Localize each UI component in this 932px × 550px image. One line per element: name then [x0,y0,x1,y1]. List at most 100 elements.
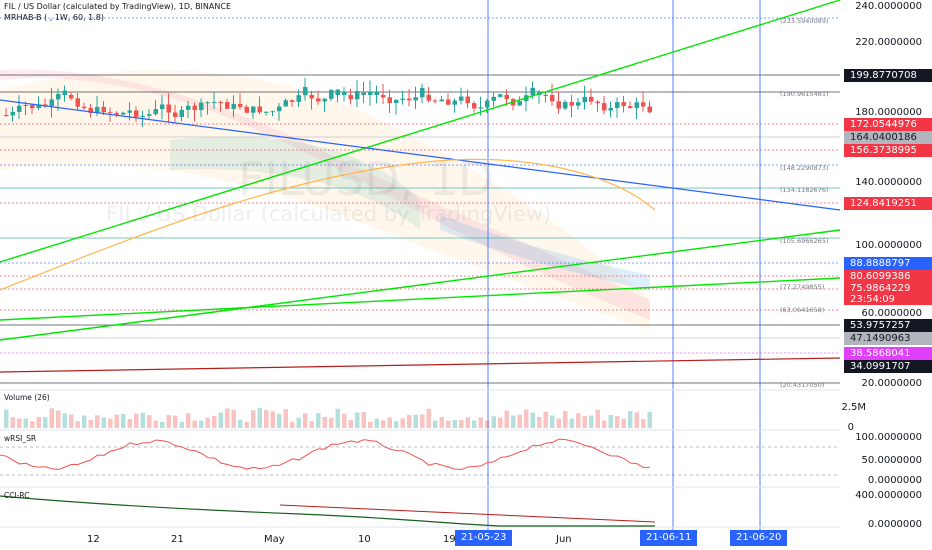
candle-body [244,106,249,113]
volume-bar [251,410,256,428]
trend-band [440,215,650,290]
price-tag: 38.5868041 [844,347,932,360]
level-label: (105.6966265) [780,237,829,245]
volume-bar [556,418,561,428]
volume-bar [88,419,93,428]
volume-bar [420,414,425,428]
volume-bar [277,414,282,428]
candle-body [465,96,470,104]
time-badge-start[interactable]: 21-05-23 [455,530,513,546]
price-tag: 199.8770708 [844,69,932,82]
volume-bar [569,418,574,428]
time-badge[interactable]: 21-06-20 [730,530,788,546]
volume-bar [303,413,308,428]
volume-bar [368,421,373,428]
price-tag: 88.8888797 [844,257,932,270]
candle-body [335,89,340,95]
volume-bar [160,421,165,428]
trend-line [0,0,841,263]
volume-bar [452,419,457,428]
candle-body [296,95,301,102]
candle-body [459,96,464,101]
volume-bar [192,420,197,428]
volume-bar [199,420,204,428]
candle-body [322,98,327,102]
volume-bar [218,412,223,428]
volume-bar [628,411,633,428]
candle-body [634,102,639,108]
volume-pane-label[interactable]: Volume (26) [4,393,50,402]
wrsi-tick: 0.0000000 [867,475,922,486]
volume-bar [62,413,67,428]
candle-body [498,94,503,97]
candle-body [439,99,444,102]
price-tick: 240.0000000 [855,1,922,12]
wrsi-pane-label[interactable]: wRSI_SR [4,434,37,443]
candle-body [173,112,178,117]
volume-bar [589,415,594,428]
level-label: (190.9615481) [780,90,829,98]
volume-bar [56,410,61,428]
volume-bar [491,416,496,428]
candle-body [381,95,386,98]
candle-body [348,95,353,100]
countdown-tag: 23:54:09 [844,294,932,305]
candle-body [199,102,204,111]
volume-bar [335,408,340,428]
candle-body [452,100,457,105]
candle-body [49,99,54,107]
indicator-panes [0,408,840,527]
candle-body [166,104,171,113]
price-tick: 100.0000000 [855,240,922,251]
candle-body [153,109,158,115]
moving-average [0,158,656,291]
volume-bar [621,418,626,428]
volume-bar [290,421,295,428]
trend-lines [0,0,841,373]
time-label: 19 [443,534,456,545]
candle-body [212,102,217,104]
candle-body [407,98,412,101]
volume-bar [608,415,613,428]
cci-pane-label[interactable]: CCI-RC [4,491,30,500]
volume-bar [472,420,477,428]
candle-body [556,101,561,109]
price-tag: 172.0544976 [844,118,932,131]
candle-body [251,106,256,113]
trend-line [0,99,841,211]
candle-body [387,97,392,104]
volume-bar [238,419,243,428]
candle-body [108,112,113,114]
candle-body [62,90,67,95]
indicator-legend[interactable]: MRHAB-B ( , 1W, 60, 1.8) [4,13,105,22]
candle-body [179,109,184,117]
volume-bar [582,415,587,428]
candle-body [30,104,35,109]
volume-bar [43,417,48,428]
volume-bar [212,415,217,428]
volume-bar [173,415,178,428]
volume-bar [563,411,568,428]
volume-bar [140,412,145,428]
price-tag: 34.0991707 [844,360,932,373]
candle-body [238,103,243,107]
volume-bar [95,415,100,428]
price-tick: 20.0000000 [861,378,922,389]
candle-body [550,95,555,102]
candle-body [342,91,347,95]
time-badge[interactable]: 21-06-11 [640,530,698,546]
time-label: May [264,534,285,545]
candle-body [205,102,210,104]
volume-bar [543,411,548,428]
volume-bar [634,412,639,428]
volume-bar [4,409,9,428]
candle-body [621,102,626,107]
candle-body [36,104,41,109]
candle-body [504,95,509,99]
candle-body [368,92,373,95]
volume-bar [205,417,210,428]
volume-bar [595,409,600,428]
time-label: Jun [556,534,572,545]
wrsi-tick: 100.0000000 [855,432,922,443]
